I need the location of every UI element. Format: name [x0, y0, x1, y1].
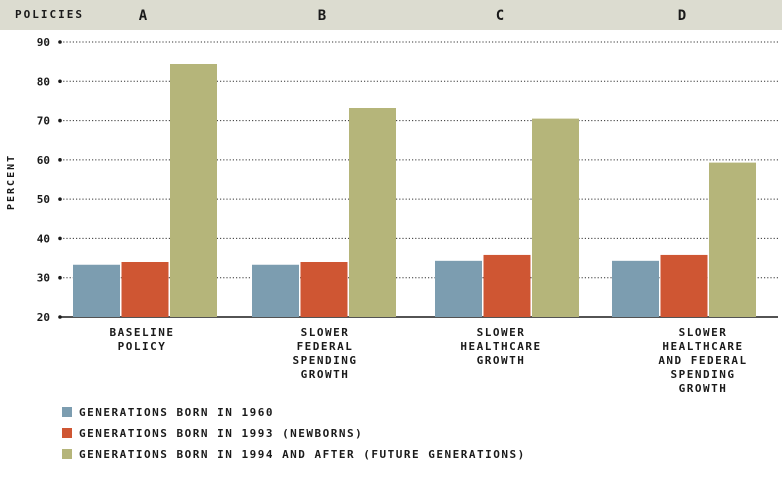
legend-text-1994: GENERATIONS BORN IN 1994 AND AFTER (FUTU… [79, 447, 526, 461]
category-label-baseline: BASELINE POLICY [109, 326, 175, 353]
legend-item-1960: GENERATIONS BORN IN 1960 [62, 402, 526, 422]
legend: GENERATIONS BORN IN 1960 GENERATIONS BOR… [62, 402, 526, 465]
y-tick-mark-50 [58, 197, 62, 201]
bar-series3-cat1 [170, 64, 217, 317]
y-tick-mark-70 [58, 118, 62, 123]
legend-text-1960: GENERATIONS BORN IN 1960 [79, 405, 274, 419]
category-label-slower-healthcare: SLOWER HEALTHCARE GROWTH [460, 326, 542, 367]
y-tick-label-50: 50 [37, 193, 50, 206]
y-axis-label: PERCENT [6, 153, 17, 210]
y-tick-label-40: 40 [37, 232, 50, 245]
bar-series2-cat2 [300, 262, 348, 317]
bar-series1-cat3 [435, 260, 482, 317]
bar-series2-cat3 [483, 254, 531, 317]
legend-swatch-1994 [62, 449, 72, 459]
legend-item-1994: GENERATIONS BORN IN 1994 AND AFTER (FUTU… [62, 444, 526, 464]
legend-swatch-1993 [62, 428, 72, 438]
legend-text-1993: GENERATIONS BORN IN 1993 (NEWBORNS) [79, 426, 364, 440]
y-tick-label-60: 60 [37, 154, 50, 167]
y-tick-mark-60 [58, 158, 62, 162]
policies-header: POLICIES A B C D [0, 0, 782, 30]
y-tick-mark-30 [58, 275, 62, 280]
bar-series1-cat1 [73, 264, 120, 317]
bar-series3-cat4 [709, 162, 756, 317]
category-label-slower-healthcare-federal: SLOWER HEALTHCARE AND FEDERAL SPENDING G… [658, 326, 748, 395]
policies-label: POLICIES [15, 8, 84, 21]
bar-series1-cat4 [612, 260, 659, 317]
bar-series1-cat2 [252, 264, 299, 317]
y-tick-mark-90 [58, 40, 62, 44]
y-tick-mark-20 [58, 315, 62, 319]
y-tick-label-20: 20 [37, 311, 50, 324]
bar-chart: 20 30 40 50 60 70 80 90 [37, 36, 778, 324]
y-tick-mark-40 [58, 236, 62, 241]
bar-series2-cat1 [121, 262, 169, 317]
y-tick-mark-80 [58, 79, 62, 84]
category-label-slower-federal: SLOWER FEDERAL SPENDING GROWTH [292, 326, 358, 381]
policy-d-label: D [677, 8, 687, 24]
legend-swatch-1960 [62, 407, 72, 417]
bar-series2-cat4 [660, 254, 708, 317]
policy-a-label: A [138, 8, 148, 24]
legend-item-1993: GENERATIONS BORN IN 1993 (NEWBORNS) [62, 423, 526, 443]
policy-b-label: B [317, 8, 327, 24]
policy-c-label: C [495, 8, 505, 24]
y-tick-label-80: 80 [37, 75, 50, 88]
y-tick-label-90: 90 [37, 36, 50, 49]
y-tick-label-30: 30 [37, 272, 50, 285]
bar-series3-cat3 [532, 118, 579, 317]
y-tick-label-70: 70 [37, 115, 50, 128]
bar-series3-cat2 [349, 108, 396, 317]
